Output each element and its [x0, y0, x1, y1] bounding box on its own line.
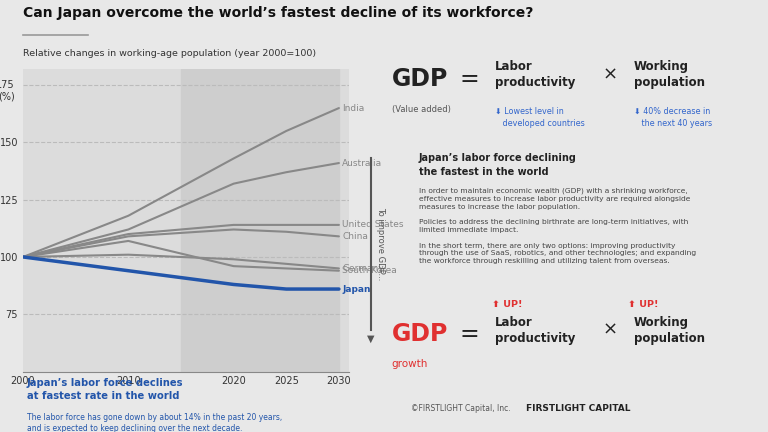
Text: (%): (%): [0, 92, 15, 102]
Text: GDP: GDP: [392, 322, 448, 346]
Text: growth: growth: [392, 359, 428, 369]
Text: ×: ×: [603, 321, 618, 339]
Text: The labor force has gone down by about 14% in the past 20 years,
and is expected: The labor force has gone down by about 1…: [27, 413, 282, 432]
Text: Can Japan overcome the world’s fastest decline of its workforce?: Can Japan overcome the world’s fastest d…: [23, 6, 534, 20]
Text: Relative changes in working-age population (year 2000=100): Relative changes in working-age populati…: [23, 49, 316, 58]
Text: ©FIRSTLIGHT Capital, Inc.: ©FIRSTLIGHT Capital, Inc.: [411, 403, 511, 413]
Text: China: China: [342, 232, 368, 241]
Text: FIRSTLIGHT CAPITAL: FIRSTLIGHT CAPITAL: [526, 403, 631, 413]
Text: Working
population: Working population: [634, 316, 704, 345]
Text: =: =: [459, 322, 479, 346]
Text: South Korea: South Korea: [342, 266, 397, 275]
Bar: [181, 69, 260, 372]
Text: ×: ×: [603, 66, 618, 84]
Text: India: India: [342, 104, 364, 113]
Text: In order to maintain economic wealth (GDP) with a shrinking workforce,
effective: In order to maintain economic wealth (GD…: [419, 188, 696, 264]
Text: Germany: Germany: [342, 264, 384, 273]
Text: To improve GDP...: To improve GDP...: [376, 207, 386, 281]
Text: United States: United States: [342, 220, 403, 229]
Text: 175: 175: [0, 80, 15, 90]
Text: ⬇ Lowest level in
   developed countries: ⬇ Lowest level in developed countries: [495, 107, 585, 127]
Text: ⬆ UP!: ⬆ UP!: [628, 300, 659, 309]
Text: ⬆ UP!: ⬆ UP!: [492, 300, 522, 309]
Text: Labor
productivity: Labor productivity: [495, 316, 576, 345]
Text: ▼: ▼: [367, 334, 375, 343]
Text: Labor
productivity: Labor productivity: [495, 60, 576, 89]
Text: Japan’s labor force declines
at fastest rate in the world: Japan’s labor force declines at fastest …: [27, 378, 184, 401]
Text: =: =: [459, 67, 479, 91]
Text: GDP: GDP: [392, 67, 448, 91]
Text: (Value added): (Value added): [392, 105, 451, 114]
Text: ⬇ 40% decrease in
   the next 40 years: ⬇ 40% decrease in the next 40 years: [634, 107, 712, 127]
Text: Japan: Japan: [342, 285, 371, 294]
Bar: [260, 69, 339, 372]
Text: Japan’s labor force declining
the fastest in the world: Japan’s labor force declining the fastes…: [419, 153, 577, 177]
Text: Working
population: Working population: [634, 60, 704, 89]
Text: Australia: Australia: [342, 159, 382, 168]
